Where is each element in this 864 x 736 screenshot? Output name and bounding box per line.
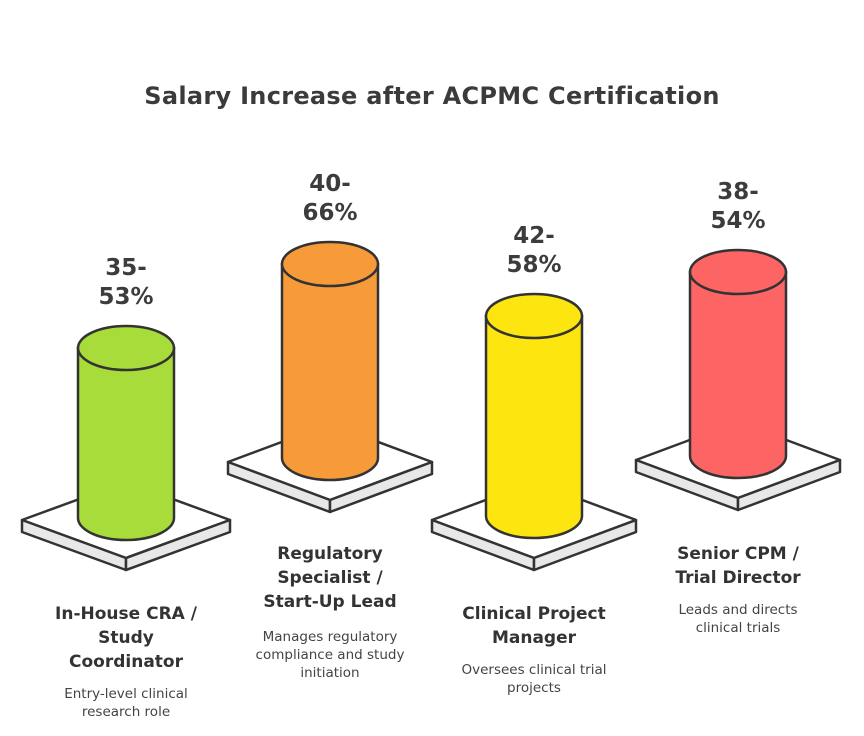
role-name-3: Clinical Project Manager (462, 604, 606, 648)
diagram-title: Salary Increase after ACPMC Certificatio… (144, 82, 720, 110)
pillar-2 (226, 240, 434, 514)
pillar-3-base (430, 480, 638, 572)
pillar-2-cylinder (280, 240, 380, 482)
role-description-3: Oversees clinical trial projects (461, 662, 607, 696)
role-description-4: Leads and directs clinical trials (678, 602, 798, 636)
role-description-2: Manages regulatory compliance and study … (255, 629, 405, 681)
pillar-3-cylinder (484, 292, 584, 540)
role-name-4: Senior CPM / Trial Director (675, 544, 801, 588)
pillar-3 (430, 292, 638, 572)
role-name-2: Regulatory Specialist / Start-Up Lead (263, 544, 397, 612)
range-label-3: 42- 58% (506, 223, 562, 278)
pillar-4-cylinder (688, 248, 788, 480)
role-description-1: Entry-level clinical research role (64, 686, 188, 720)
range-label-1: 35- 53% (98, 255, 154, 310)
role-name-1: In-House CRA / Study Coordinator (55, 604, 197, 672)
pillar-1-cylinder (76, 324, 176, 542)
range-label-4: 38- 54% (710, 179, 766, 234)
range-label-2: 40- 66% (302, 171, 358, 226)
pillar-4 (634, 248, 842, 512)
pillar-1 (20, 324, 232, 572)
